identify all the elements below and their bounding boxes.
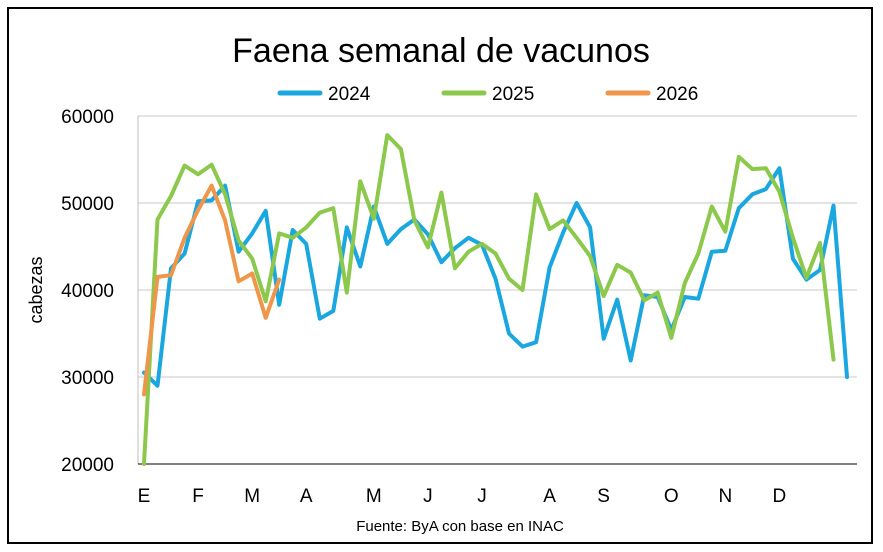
x-tick-label-7: A	[543, 486, 556, 507]
y-tick-label-4: 60000	[61, 107, 114, 128]
x-tick-label-11: D	[773, 486, 787, 507]
y-tick-label-1: 30000	[61, 368, 114, 389]
legend-label-2025: 2025	[492, 84, 534, 105]
y-tick-label-0: 20000	[61, 455, 114, 476]
x-tick-label-8: S	[597, 486, 610, 507]
legend: 2024 2025 2026	[277, 84, 698, 105]
x-tick-label-9: O	[664, 486, 679, 507]
y-tick-label-3: 50000	[61, 194, 114, 215]
y-axis-label: cabezas	[26, 256, 46, 323]
legend-label-2024: 2024	[328, 84, 371, 105]
source-note: Fuente: ByA con base en INAC	[356, 518, 564, 535]
y-tick-labels: 20000 30000 40000 50000 60000	[61, 107, 114, 476]
chart-frame	[7, 7, 873, 544]
x-tick-label-0: E	[138, 486, 151, 507]
series-line-2025	[142, 133, 836, 466]
x-tick-label-4: M	[366, 486, 382, 507]
x-tick-label-3: A	[300, 486, 313, 507]
axes	[137, 116, 857, 465]
x-tick-label-5: J	[423, 486, 433, 507]
y-tick-label-2: 40000	[61, 281, 114, 302]
series-line-2024	[142, 166, 849, 388]
x-tick-label-6: J	[477, 486, 487, 507]
x-tick-label-2: M	[244, 486, 260, 507]
x-tick-label-10: N	[718, 486, 732, 507]
legend-label-2026: 2026	[656, 84, 698, 105]
chart-title: Faena semanal de vacunos	[232, 32, 650, 70]
x-tick-label-1: F	[192, 486, 204, 507]
series-line-2026	[142, 183, 282, 397]
gridlines	[138, 115, 857, 378]
series-lines	[142, 133, 849, 466]
